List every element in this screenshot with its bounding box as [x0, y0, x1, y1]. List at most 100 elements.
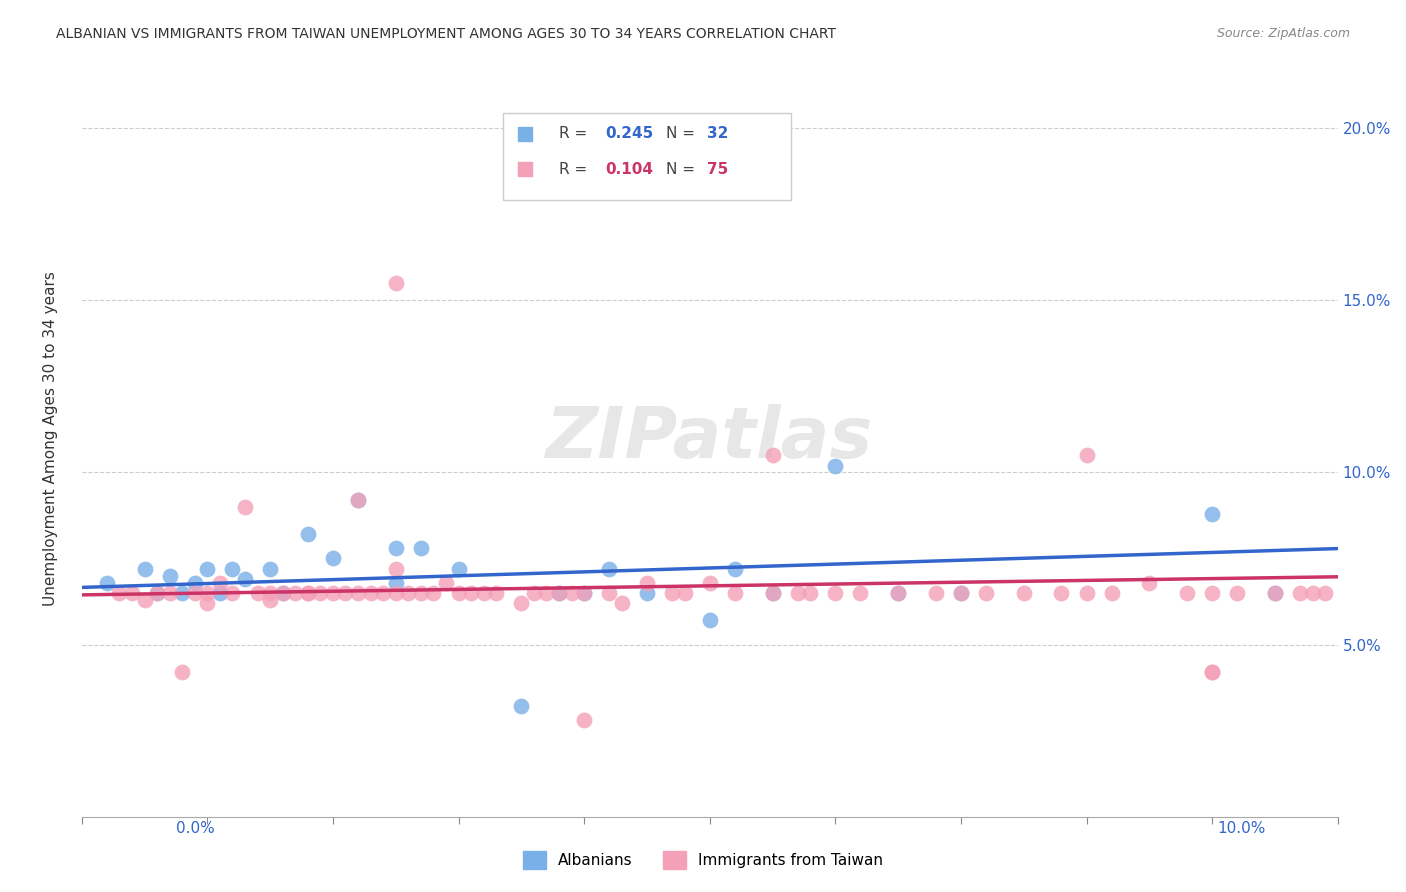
Point	[347, 493, 370, 508]
Text: 10.0%: 10.0%	[1218, 821, 1265, 836]
Point	[548, 586, 571, 600]
Point	[548, 586, 571, 600]
Point	[172, 586, 194, 600]
Point	[1137, 575, 1160, 590]
Point	[661, 586, 683, 600]
Point	[1264, 586, 1286, 600]
Point	[322, 551, 344, 566]
Point	[384, 575, 406, 590]
Text: ALBANIAN VS IMMIGRANTS FROM TAIWAN UNEMPLOYMENT AMONG AGES 30 TO 34 YEARS CORREL: ALBANIAN VS IMMIGRANTS FROM TAIWAN UNEMP…	[56, 27, 837, 41]
Y-axis label: Unemployment Among Ages 30 to 34 years: Unemployment Among Ages 30 to 34 years	[44, 270, 58, 606]
Text: R =: R =	[560, 127, 592, 141]
Point	[335, 586, 357, 600]
Point	[460, 586, 482, 600]
Point	[485, 586, 508, 600]
Point	[297, 527, 319, 541]
Point	[724, 562, 747, 576]
Point	[598, 586, 620, 600]
Point	[409, 586, 432, 600]
Text: 0.245: 0.245	[606, 127, 654, 141]
Point	[384, 562, 406, 576]
Point	[384, 586, 406, 600]
Point	[699, 614, 721, 628]
Point	[761, 586, 783, 600]
Point	[1201, 507, 1223, 521]
Point	[134, 592, 156, 607]
Point	[523, 586, 546, 600]
Point	[887, 586, 910, 600]
Point	[221, 586, 243, 600]
Text: 75: 75	[707, 161, 728, 177]
Point	[824, 586, 846, 600]
Point	[572, 586, 595, 600]
Text: 0.0%: 0.0%	[176, 821, 215, 836]
Point	[925, 586, 948, 600]
Point	[208, 586, 231, 600]
Point	[761, 448, 783, 462]
Text: R =: R =	[560, 161, 592, 177]
Point	[536, 586, 558, 600]
Point	[221, 562, 243, 576]
Point	[724, 586, 747, 600]
Point	[360, 586, 382, 600]
Point	[373, 586, 395, 600]
Point	[384, 277, 406, 291]
Point	[1315, 586, 1337, 600]
Text: ZIPatlas: ZIPatlas	[546, 403, 873, 473]
Text: 0.104: 0.104	[606, 161, 654, 177]
Point	[1175, 586, 1198, 600]
Point	[561, 586, 583, 600]
Point	[699, 575, 721, 590]
Point	[761, 586, 783, 600]
Point	[172, 665, 194, 679]
Point	[422, 586, 444, 600]
Point	[1226, 586, 1249, 600]
Point	[259, 592, 281, 607]
Point	[271, 586, 294, 600]
Point	[195, 562, 218, 576]
Point	[636, 575, 658, 590]
Point	[195, 596, 218, 610]
Point	[233, 572, 256, 586]
Point	[159, 568, 181, 582]
Point	[184, 586, 207, 600]
Legend: Albanians, Immigrants from Taiwan: Albanians, Immigrants from Taiwan	[516, 845, 890, 875]
Point	[447, 562, 470, 576]
Point	[510, 596, 533, 610]
Point	[208, 575, 231, 590]
Point	[849, 586, 872, 600]
Point	[887, 586, 910, 600]
Point	[396, 586, 419, 600]
Point	[949, 586, 972, 600]
Point	[108, 586, 131, 600]
Point	[259, 586, 281, 600]
Point	[195, 586, 218, 600]
Point	[184, 575, 207, 590]
Point	[786, 586, 808, 600]
Point	[447, 586, 470, 600]
Point	[974, 586, 997, 600]
Point	[146, 586, 169, 600]
Point	[434, 575, 457, 590]
Point	[510, 699, 533, 714]
Text: N =: N =	[666, 161, 700, 177]
Point	[1076, 586, 1098, 600]
Point	[598, 562, 620, 576]
Point	[159, 586, 181, 600]
Point	[610, 596, 633, 610]
Point	[799, 586, 821, 600]
Point	[297, 586, 319, 600]
Point	[1012, 586, 1035, 600]
Point	[572, 713, 595, 727]
Point	[121, 586, 143, 600]
Point	[824, 458, 846, 473]
Point	[1264, 586, 1286, 600]
Text: N =: N =	[666, 127, 700, 141]
Point	[636, 586, 658, 600]
Point	[1201, 665, 1223, 679]
Point	[949, 586, 972, 600]
Point	[259, 562, 281, 576]
Point	[409, 541, 432, 556]
Point	[347, 586, 370, 600]
Point	[271, 586, 294, 600]
